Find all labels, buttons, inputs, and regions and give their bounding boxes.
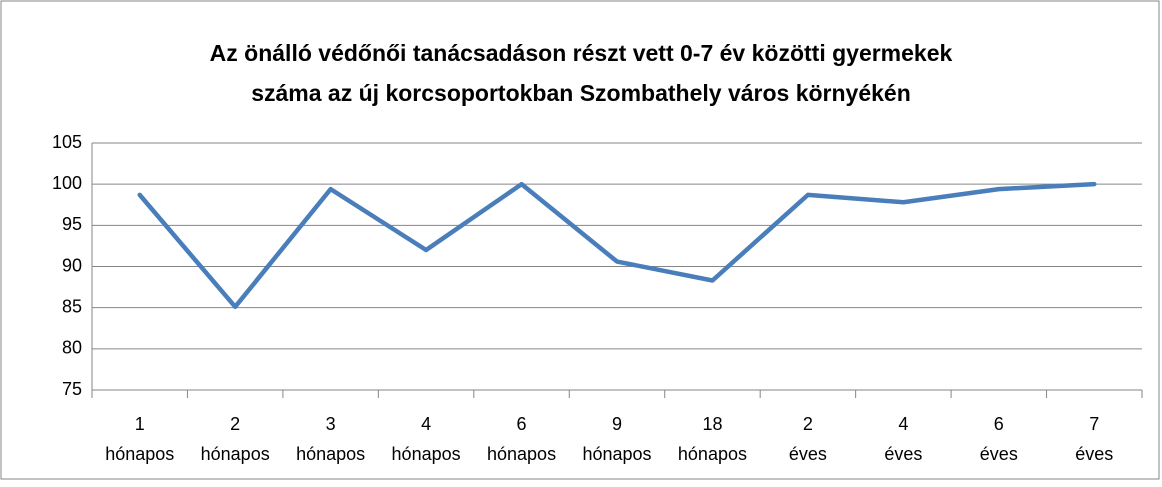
x-tick-label: 9 hónapos	[582, 414, 651, 464]
chart-title: száma az új korcsoportokban Szombathely …	[251, 80, 911, 106]
x-tick-label: 1 hónapos	[105, 414, 174, 464]
chart-title: Az önálló védőnői tanácsadáson részt vet…	[210, 40, 953, 66]
x-tick-label: 2 éves	[789, 414, 827, 464]
y-tick-label: 75	[62, 379, 82, 399]
y-tick-label: 105	[52, 132, 82, 152]
data-line	[137, 181, 1097, 310]
y-tick-label: 100	[52, 173, 82, 193]
y-tick-label: 90	[62, 255, 82, 275]
x-tick-label: 6 éves	[980, 414, 1018, 464]
x-tick-label: 3 hónapos	[296, 414, 365, 464]
x-tick-label: 4 hónapos	[392, 414, 461, 464]
x-tick-label: 18 hónapos	[678, 414, 747, 464]
x-tick-label: 6 hónapos	[487, 414, 556, 464]
y-tick-label: 80	[62, 338, 82, 358]
y-tick-label: 85	[62, 296, 82, 316]
x-tick-label: 4 éves	[884, 414, 922, 464]
x-tick-label: 7 éves	[1075, 414, 1113, 464]
y-tick-label: 95	[62, 214, 82, 234]
x-tick-label: 2 hónapos	[201, 414, 270, 464]
